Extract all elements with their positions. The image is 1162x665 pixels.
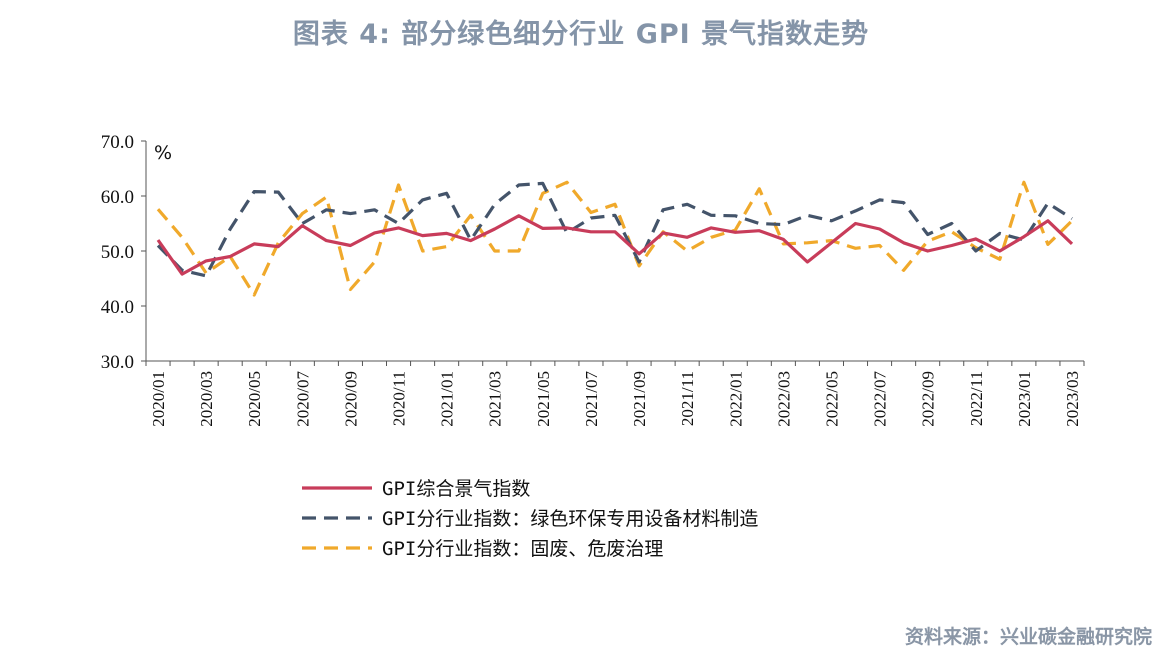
- source-note: 资料来源：兴业碳金融研究院: [904, 626, 1152, 648]
- legend: GPI综合景气指数 GPI分行业指数：绿色环保专用设备材料制造 GPI分行业指数：固…: [302, 478, 758, 560]
- legend-label-0: GPI综合景气指数: [382, 478, 530, 500]
- x-tick-label: 2022/05: [822, 371, 841, 427]
- x-tick-label: 2022/07: [871, 371, 890, 427]
- x-tick-label: 2020/09: [341, 371, 360, 427]
- chart-title: 图表 4: 部分绿色细分行业 GPI 景气指数走势: [292, 19, 870, 50]
- series-line-2: [156, 180, 1074, 297]
- x-tick-label: 2021/05: [534, 371, 553, 427]
- x-tick-label: 2021/09: [630, 371, 649, 427]
- x-tick-label: 2020/01: [149, 371, 168, 427]
- x-tick-label: 2020/11: [390, 371, 409, 426]
- legend-label-2: GPI分行业指数：固废、危废治理: [382, 538, 663, 560]
- x-tick-label: 2022/11: [967, 371, 986, 426]
- x-tick-label: 2021/03: [486, 371, 505, 427]
- x-tick-label: 2022/09: [919, 371, 938, 427]
- y-tick-label: 60.0: [101, 187, 134, 208]
- series-layer: [156, 180, 1074, 297]
- x-tick-label: 2020/03: [197, 371, 216, 427]
- x-tick-label: 2020/05: [245, 371, 264, 427]
- series-line-0: [156, 214, 1074, 276]
- x-tick-label: 2020/07: [293, 371, 312, 427]
- series-line-1: [156, 181, 1073, 278]
- y-tick-label: 30.0: [101, 352, 134, 373]
- x-tick-label: 2022/01: [726, 371, 745, 427]
- y-tick-label: 70.0: [101, 132, 134, 153]
- y-tick-label: 40.0: [101, 297, 134, 318]
- axes: 30.0 40.0 50.0 60.0 70.0 % 2020/01 2020/03 2020/…: [101, 132, 1085, 427]
- x-tick-label: 2021/07: [582, 371, 601, 427]
- x-tick-label: 2021/11: [678, 371, 697, 426]
- x-tick-label: 2023/03: [1063, 371, 1082, 427]
- x-tick-label: 2023/01: [1015, 371, 1034, 427]
- legend-label-1: GPI分行业指数：绿色环保专用设备材料制造: [382, 508, 758, 530]
- x-tick-label: 2021/01: [438, 371, 457, 427]
- y-tick-label: 50.0: [101, 242, 134, 263]
- x-tick-label: 2022/03: [774, 371, 793, 427]
- y-unit-label: %: [154, 142, 172, 164]
